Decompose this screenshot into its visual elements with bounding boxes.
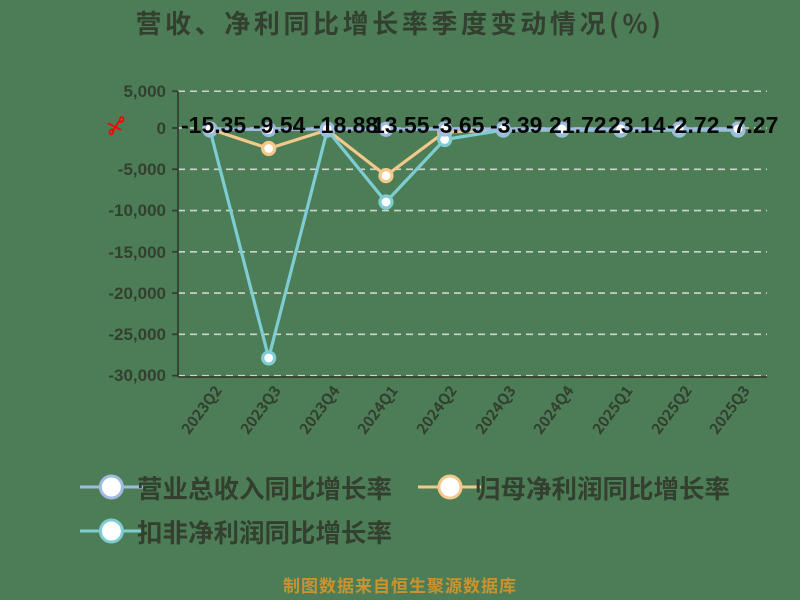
svg-text:-15.35: -15.35 [181, 112, 246, 138]
svg-text:-25,000: -25,000 [108, 325, 166, 344]
svg-text:-7.27: -7.27 [726, 112, 778, 138]
svg-text:-15,000: -15,000 [108, 243, 166, 262]
svg-text:-2.72: -2.72 [667, 112, 719, 138]
svg-text:-5,000: -5,000 [118, 160, 166, 179]
svg-text:-20,000: -20,000 [108, 284, 166, 303]
svg-text:23.14: 23.14 [608, 112, 666, 138]
svg-text:21.72: 21.72 [549, 112, 607, 138]
svg-text:0: 0 [157, 119, 166, 138]
svg-text:-3.39: -3.39 [490, 112, 542, 138]
svg-text:-18.88: -18.88 [313, 112, 378, 138]
svg-text:5,000: 5,000 [123, 82, 166, 101]
svg-text:13.55: 13.55 [372, 112, 430, 138]
svg-text:-10,000: -10,000 [108, 201, 166, 220]
svg-text:-30,000: -30,000 [108, 366, 166, 385]
svg-text:-9.54: -9.54 [253, 112, 306, 138]
svg-text:-3.65: -3.65 [432, 112, 485, 138]
